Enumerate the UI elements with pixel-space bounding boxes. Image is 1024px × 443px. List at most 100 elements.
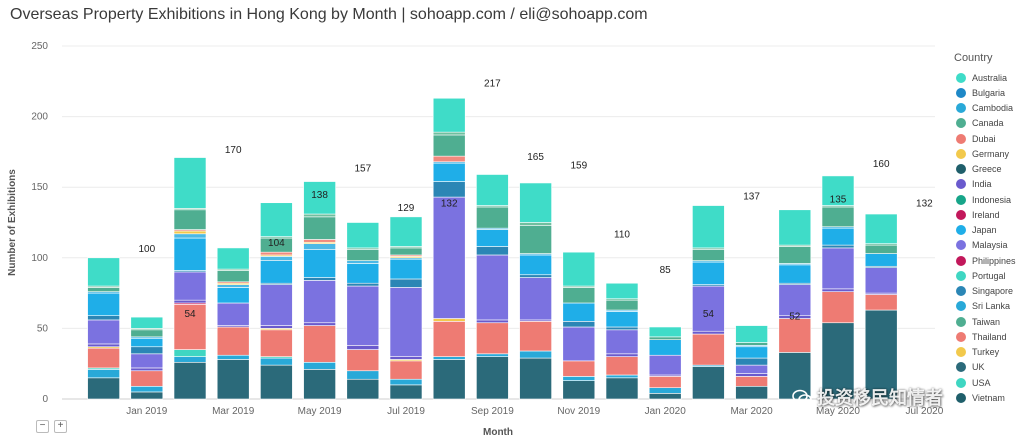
legend-swatch [956,301,966,312]
bar-total-label: 165 [527,152,544,163]
bar-segment [778,264,812,284]
bar-segment [216,354,250,360]
legend-label: Japan [972,225,997,236]
bar-segment [432,155,466,163]
bar-total-label: 85 [660,265,672,276]
bar-total-label: 100 [138,244,155,255]
legend-label: Dubai [972,133,996,144]
bar-segment [778,318,812,353]
legend-label: Malaysia [972,240,1008,251]
bar-segment [130,367,164,372]
bar-segment [519,321,552,352]
legend-item[interactable]: Turkey [948,345,1024,360]
x-tick-label: Mar 2019 [212,406,255,417]
bar-segment [476,353,509,357]
legend-item[interactable]: Philippines [948,253,1024,268]
bar-segment [562,321,596,328]
bar-segment [778,246,812,264]
bar-segment [346,249,380,261]
legend-swatch [956,164,966,175]
bar-segment [173,304,207,350]
bar-segment [562,360,596,377]
legend-item[interactable]: Greece [948,162,1024,177]
legend-swatch [956,87,966,98]
bar-segment [303,249,336,278]
legend-swatch [956,347,966,358]
y-axis-label: Number of Exhibitions [7,169,18,276]
zoom-in-button[interactable]: + [54,420,67,433]
bar-segment [605,374,639,379]
bar-segment [605,356,639,376]
bar-segment [432,134,466,157]
bar-total-label: 104 [268,238,285,249]
bar-segment [605,377,639,400]
bar-segment [303,216,336,240]
legend-item[interactable]: Sri Lanka [948,299,1024,314]
bar-segment [130,391,164,400]
bar-segment [432,181,466,198]
bar-segment [476,254,509,321]
legend-swatch [956,255,966,266]
bar-segment [648,339,682,356]
legend-label: Portugal [972,270,1006,281]
legend-item[interactable]: Bulgaria [948,85,1024,100]
bar-segment [346,370,380,380]
bar-segment [432,196,466,319]
bar-segment [605,282,639,300]
legend-item[interactable]: Taiwan [948,314,1024,329]
bar-segment [821,288,855,292]
legend-item[interactable]: Singapore [948,284,1024,299]
legend-label: USA [972,377,991,388]
bar-segment [173,237,207,271]
legend-swatch [956,133,966,144]
bar-segment [303,280,336,324]
legend-items: Australia Bulgaria Cambodia Canada Dubai Germ… [948,70,1024,406]
bar-segment [389,216,423,247]
legend-item[interactable]: Australia [948,70,1024,85]
bar-segment [432,359,466,400]
legend-item[interactable]: Vietnam [948,390,1024,405]
legend-item[interactable]: Cambodia [948,101,1024,116]
bar-segment [519,277,552,321]
bar-total-label: 137 [743,192,760,203]
bar-segment [260,284,293,326]
bar-segment [303,325,336,363]
legend-item[interactable]: USA [948,375,1024,390]
bar-segment [562,251,596,287]
legend-item[interactable]: Japan [948,223,1024,238]
bar-segment [735,346,768,359]
bar-segment [87,315,120,321]
legend-swatch [956,118,966,129]
legend-label: Australia [972,72,1008,83]
x-tick-label: Mar 2020 [730,406,773,417]
legend-item[interactable]: Canada [948,116,1024,131]
legend-item[interactable]: Thailand [948,329,1024,344]
bar-total-label: 159 [570,160,587,171]
bar-segment [432,356,466,360]
legend-swatch [956,270,966,281]
legend: Country Australia Bulgaria Cambodia Canada D… [948,52,1024,406]
bar-segment [562,326,596,362]
x-tick-label: Sep 2019 [471,406,514,417]
legend-swatch [956,362,966,373]
bars [87,97,898,400]
bar-segment [864,309,898,400]
bar-segment [692,249,725,261]
bar-segment [216,302,250,326]
x-tick-label: Jul 2019 [387,406,425,417]
legend-item[interactable]: Portugal [948,268,1024,283]
bar-total-label: 54 [184,309,196,320]
legend-item[interactable]: India [948,177,1024,192]
legend-item[interactable]: Germany [948,146,1024,161]
chart-title: Overseas Property Exhibitions in Hong Ko… [10,6,648,23]
legend-item[interactable]: UK [948,360,1024,375]
legend-item[interactable]: Dubai [948,131,1024,146]
legend-label: Philippines [972,255,1016,266]
bar-segment [864,213,898,244]
legend-item[interactable]: Ireland [948,207,1024,222]
zoom-out-button[interactable]: − [36,420,49,433]
legend-item[interactable]: Malaysia [948,238,1024,253]
bar-segment [821,206,855,228]
bar-segment [735,385,768,400]
legend-item[interactable]: Indonesia [948,192,1024,207]
